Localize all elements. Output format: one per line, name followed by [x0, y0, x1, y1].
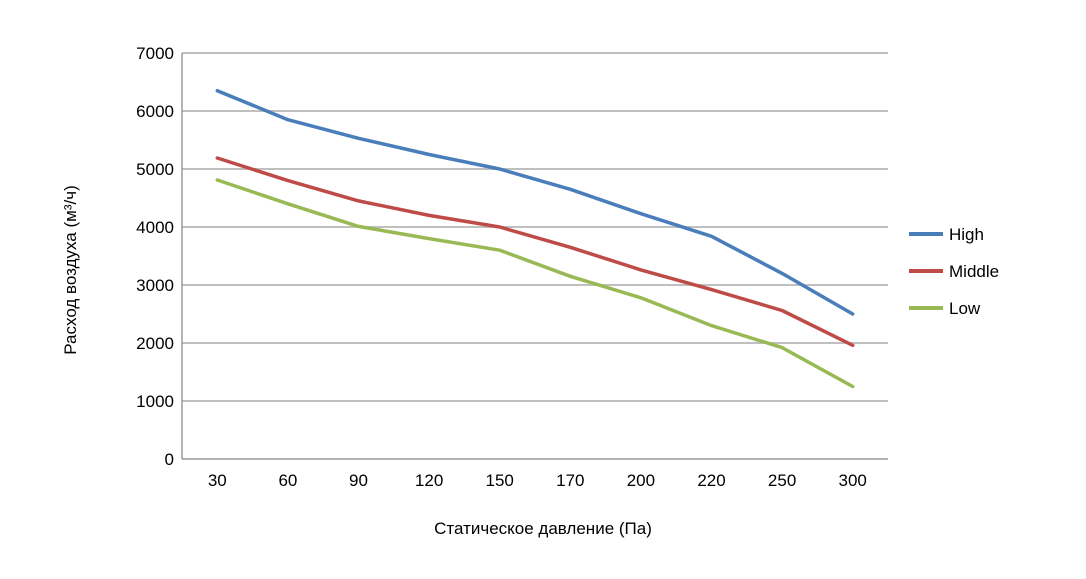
x-tick-label: 300 [839, 471, 867, 490]
legend-label-middle: Middle [949, 262, 999, 281]
x-tick-label: 120 [415, 471, 443, 490]
x-tick-label: 90 [349, 471, 368, 490]
y-axis-title: Расход воздуха (м³/ч) [61, 185, 80, 354]
series-lines [215, 88, 855, 389]
x-tick-label: 30 [208, 471, 227, 490]
legend: High Middle Low [909, 225, 999, 318]
x-tick-label: 220 [697, 471, 725, 490]
y-tick-label: 4000 [136, 218, 174, 237]
y-axis-ticks: 0 1000 2000 3000 4000 5000 6000 7000 [136, 44, 174, 469]
x-axis-ticks: 30 60 90 120 150 170 200 220 250 300 [208, 471, 867, 490]
x-tick-label: 170 [556, 471, 584, 490]
legend-label-low: Low [949, 299, 981, 318]
x-tick-label: 250 [768, 471, 796, 490]
y-tick-label: 2000 [136, 334, 174, 353]
y-tick-label: 1000 [136, 392, 174, 411]
y-tick-label: 5000 [136, 160, 174, 179]
series-line-low [215, 178, 855, 389]
y-tick-label: 6000 [136, 102, 174, 121]
x-tick-label: 60 [278, 471, 297, 490]
series-line-middle [215, 156, 855, 348]
gridlines [181, 52, 888, 460]
x-tick-label: 200 [627, 471, 655, 490]
y-tick-label: 7000 [136, 44, 174, 63]
legend-label-high: High [949, 225, 984, 244]
y-tick-label: 3000 [136, 276, 174, 295]
x-tick-label: 150 [486, 471, 514, 490]
x-axis-title: Статическое давление (Па) [434, 519, 652, 538]
series-line-high [215, 88, 855, 316]
y-tick-label: 0 [165, 450, 174, 469]
